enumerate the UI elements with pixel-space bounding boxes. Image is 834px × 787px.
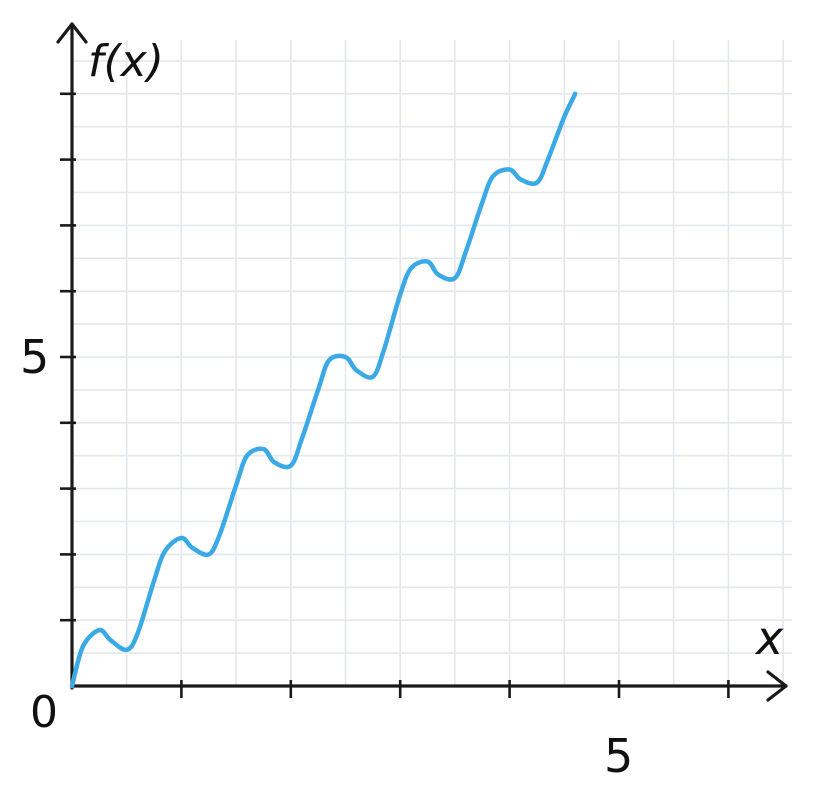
axis-ticks bbox=[60, 92, 730, 698]
x-axis-label: x bbox=[754, 611, 784, 665]
series-group bbox=[69, 91, 578, 689]
axes bbox=[56, 22, 788, 702]
series-line-0 bbox=[69, 91, 578, 689]
origin-label: 0 bbox=[30, 687, 58, 738]
labels: f(x) x 0 5 5 bbox=[20, 36, 784, 783]
y-axis-arrow-icon bbox=[56, 22, 88, 44]
x-tick-label-5: 5 bbox=[604, 729, 633, 783]
x-axis-arrow-icon bbox=[766, 670, 788, 702]
y-axis-label: f(x) bbox=[88, 36, 164, 87]
grid bbox=[72, 40, 792, 686]
y-tick-label-5: 5 bbox=[20, 330, 49, 384]
